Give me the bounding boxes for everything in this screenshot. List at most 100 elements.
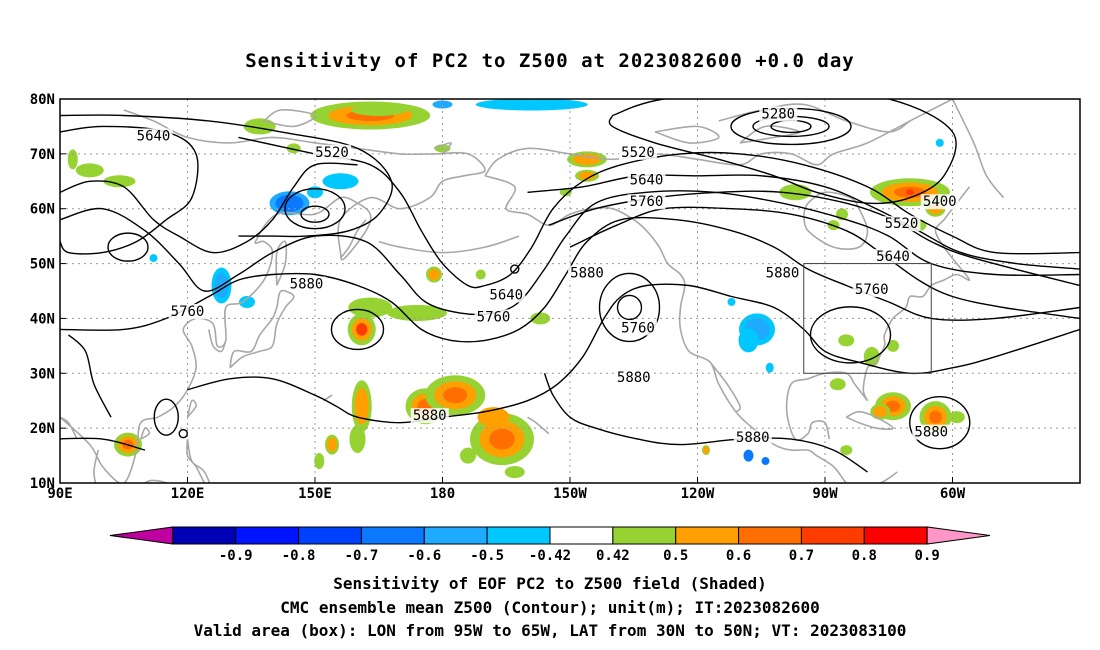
shaded-cell: [935, 138, 944, 147]
z500-contour-line: [60, 162, 358, 254]
coastline: [60, 109, 486, 483]
z500-closed-contour: [330, 308, 385, 351]
colorbar-label: 0.6: [726, 548, 751, 564]
z500-contour-line: [543, 373, 868, 473]
coastline: [229, 289, 295, 369]
coastline: [433, 142, 452, 155]
lon-label: 90E: [47, 486, 72, 502]
lon-label: 60W: [940, 486, 966, 502]
contour-label: 5880: [914, 425, 948, 441]
shaded-cell: [67, 149, 78, 170]
lon-label: 90W: [812, 486, 838, 502]
shaded-cell: [75, 163, 104, 178]
shaded-cell: [840, 445, 853, 456]
contour-label: 5760: [621, 320, 655, 336]
lat-label: 10N: [30, 476, 55, 492]
z500-contour-line: [60, 114, 393, 238]
colorbar-label: 0.42: [596, 548, 630, 564]
shaded-cell: [489, 428, 515, 450]
shaded-cell: [460, 447, 476, 464]
caption-line-2: CMC ensemble mean Z500 (Contour); unit(m…: [280, 598, 820, 617]
lat-label: 50N: [30, 257, 55, 273]
colorbar-label: -0.6: [407, 548, 441, 564]
colorbar: -0.9 -0.8 -0.7 -0.6 -0.5 -0.42 0.42 0.5 0.6 0.7 0.…: [109, 526, 991, 564]
coastline: [144, 479, 170, 483]
shaded-cell: [743, 449, 754, 462]
contour-label: 5880: [766, 266, 800, 282]
lon-label: 150W: [553, 486, 587, 502]
shaded-cell: [327, 437, 337, 452]
shaded-cell: [356, 323, 368, 336]
shaded-cell: [573, 153, 601, 165]
valid-area-box: [803, 263, 932, 374]
shaded-cell: [887, 339, 899, 352]
shaded-cell: [727, 297, 736, 306]
coastline: [263, 109, 316, 128]
colorbar-cell: [549, 526, 614, 545]
shaded-cell: [349, 425, 366, 454]
z500-closed-contour: [284, 188, 346, 230]
coastline: [186, 438, 211, 483]
shaded-cell: [286, 143, 301, 154]
z500-closed-contour: [598, 272, 661, 343]
colorbar-label: -0.5: [470, 548, 504, 564]
z500-closed-contour: [909, 395, 971, 450]
lat-label: 80N: [30, 92, 55, 108]
z500-closed-contour: [107, 232, 149, 262]
contour-label: 5880: [290, 277, 324, 293]
colorbar-cell: [172, 526, 237, 545]
coastline: [208, 329, 227, 353]
colorbar-label: 0.5: [663, 548, 688, 564]
lon-label: 180: [430, 486, 455, 502]
z500-closed-contour: [616, 294, 643, 321]
lat-label: 40N: [30, 311, 55, 327]
shaded-cell: [149, 254, 158, 263]
caption-line-3: Valid area (box): LON from 95W to 65W, L…: [193, 621, 907, 640]
shaded-cell: [314, 453, 325, 470]
contour-label: 5880: [617, 370, 651, 386]
z500-contour-line: [60, 437, 146, 451]
colorbar-label: -0.9: [219, 548, 253, 564]
lat-label: 20N: [30, 421, 55, 437]
contour-label: 5880: [736, 430, 770, 446]
coastline: [951, 99, 1005, 199]
shaded-cell: [906, 189, 914, 196]
colorbar-cell: [800, 526, 865, 545]
coastline: [93, 449, 100, 483]
lon-label: 150E: [298, 486, 332, 502]
z500-closed-contour: [809, 306, 892, 364]
contour-label: 5520: [621, 145, 655, 161]
contour-label: 5640: [489, 287, 523, 303]
shaded-cell: [761, 457, 770, 466]
lon-label: 120W: [681, 486, 715, 502]
coastline: [339, 219, 367, 259]
z500-contour-line: [60, 216, 1080, 343]
shaded-cell: [948, 411, 965, 424]
lat-label: 30N: [30, 366, 55, 382]
colorbar-cell: [109, 526, 174, 545]
z500-contour-line: [60, 125, 199, 255]
z500-closed-contour: [300, 205, 330, 223]
colorbar-label: 0.7: [789, 548, 814, 564]
coastline: [140, 427, 151, 440]
coastline: [378, 235, 520, 254]
contour-label: 5880: [570, 266, 604, 282]
colorbar-cell: [360, 526, 425, 545]
contour-label: 5640: [630, 172, 664, 188]
shaded-cell: [428, 268, 440, 281]
shaded-cell: [348, 297, 393, 318]
coastline: [785, 371, 869, 441]
z500-closed-contour: [178, 428, 188, 439]
colorbar-cell: [675, 526, 740, 545]
contour-label: 5520: [885, 216, 919, 232]
colorbar-cell: [926, 526, 991, 545]
contour-label: 5400: [923, 194, 957, 210]
lon-label: 120E: [171, 486, 205, 502]
shaded-cell: [475, 269, 486, 280]
shaded-cell: [432, 100, 453, 109]
coastline: [275, 240, 288, 286]
contour-label: 5880: [413, 408, 447, 424]
shaded-cell: [578, 171, 596, 180]
shaded-cell: [275, 194, 304, 212]
